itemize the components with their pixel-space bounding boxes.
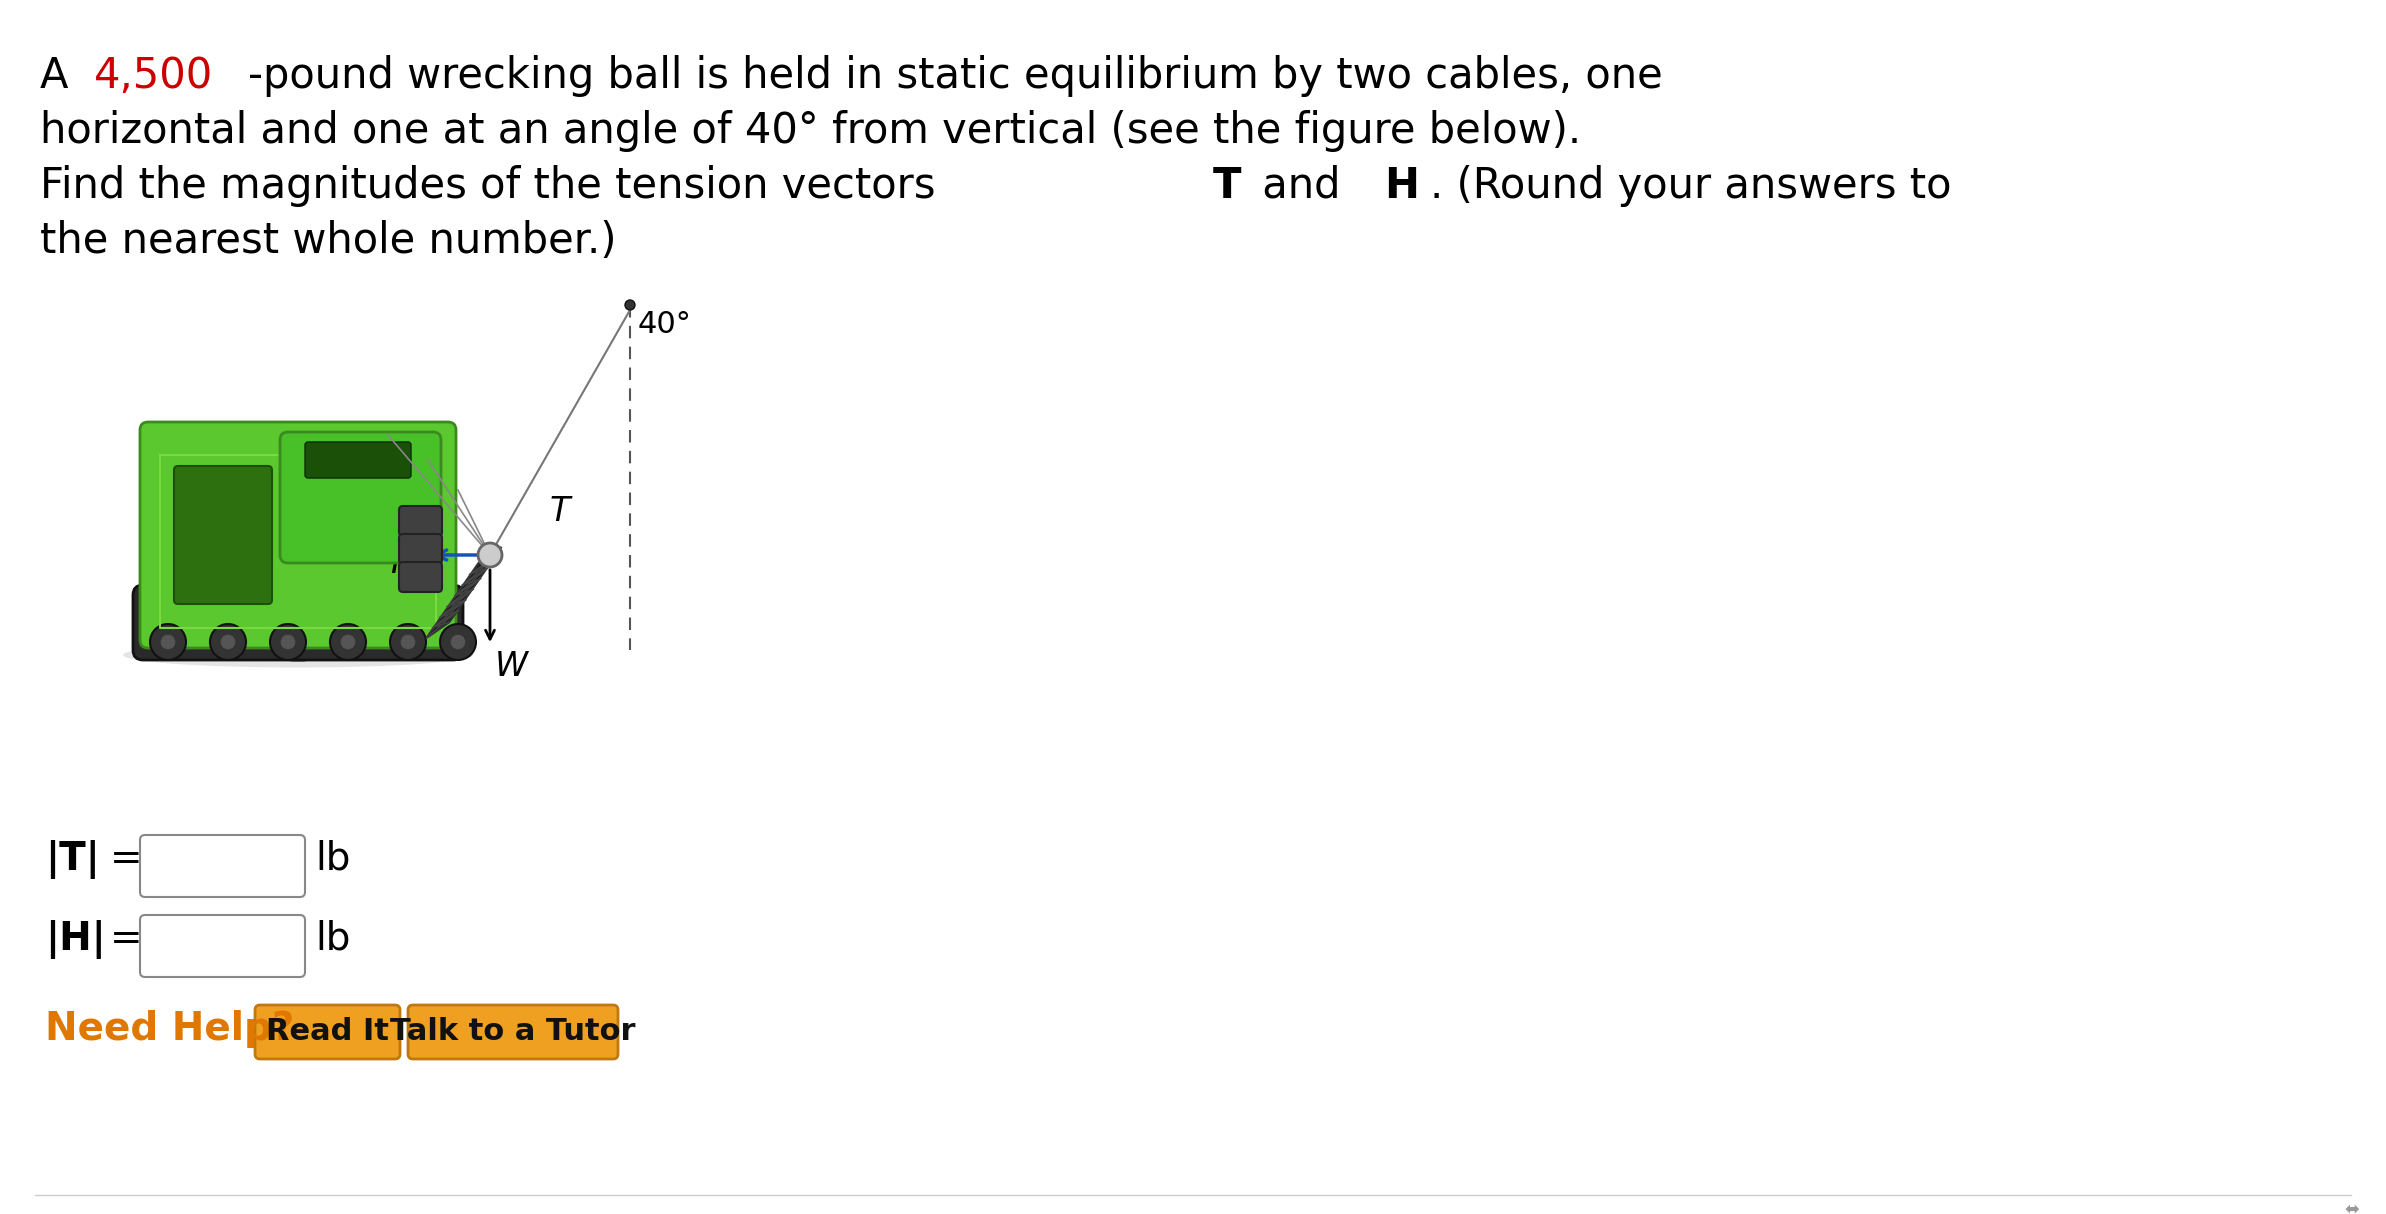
FancyBboxPatch shape xyxy=(305,442,410,478)
Text: Find the magnitudes of the tension vectors: Find the magnitudes of the tension vecto… xyxy=(41,165,950,208)
Text: lb: lb xyxy=(315,920,351,958)
FancyBboxPatch shape xyxy=(398,534,441,565)
Text: T: T xyxy=(551,495,570,528)
FancyBboxPatch shape xyxy=(279,432,441,563)
Text: T: T xyxy=(1212,165,1241,208)
Text: lb: lb xyxy=(315,840,351,878)
Ellipse shape xyxy=(124,642,472,668)
FancyBboxPatch shape xyxy=(398,506,441,537)
Circle shape xyxy=(401,634,415,649)
FancyBboxPatch shape xyxy=(174,466,272,605)
FancyBboxPatch shape xyxy=(255,1005,401,1059)
Circle shape xyxy=(477,543,501,567)
Circle shape xyxy=(160,634,177,649)
Text: Talk to a Tutor: Talk to a Tutor xyxy=(391,1017,635,1046)
FancyBboxPatch shape xyxy=(141,835,305,897)
Text: -pound wrecking ball is held in static equilibrium by two cables, one: -pound wrecking ball is held in static e… xyxy=(248,55,1663,97)
FancyBboxPatch shape xyxy=(408,1005,618,1059)
Text: 40°: 40° xyxy=(637,310,692,339)
Text: =: = xyxy=(110,840,143,878)
FancyBboxPatch shape xyxy=(398,562,441,592)
Polygon shape xyxy=(427,548,501,639)
Circle shape xyxy=(150,624,186,660)
Circle shape xyxy=(625,300,635,310)
Text: H: H xyxy=(1384,165,1420,208)
Text: . (Round your answers to: . (Round your answers to xyxy=(1429,165,1952,208)
Text: 4,500: 4,500 xyxy=(93,55,212,97)
Circle shape xyxy=(389,624,427,660)
Circle shape xyxy=(270,624,305,660)
Text: Need Help?: Need Help? xyxy=(45,1010,293,1048)
Text: A: A xyxy=(41,55,81,97)
FancyBboxPatch shape xyxy=(141,422,456,648)
Circle shape xyxy=(329,624,365,660)
Circle shape xyxy=(439,624,475,660)
Circle shape xyxy=(220,634,236,649)
Circle shape xyxy=(210,624,246,660)
Text: the nearest whole number.): the nearest whole number.) xyxy=(41,220,616,262)
Circle shape xyxy=(451,634,465,649)
Text: horizontal and one at an angle of 40° from vertical (see the figure below).: horizontal and one at an angle of 40° fr… xyxy=(41,110,1582,152)
Text: W: W xyxy=(494,649,527,683)
Text: and: and xyxy=(1250,165,1355,208)
FancyBboxPatch shape xyxy=(141,915,305,977)
Text: Read It: Read It xyxy=(265,1017,389,1046)
FancyBboxPatch shape xyxy=(134,585,313,660)
Text: ⬌: ⬌ xyxy=(2345,1199,2360,1214)
Text: H: H xyxy=(389,548,415,580)
Text: |T|: |T| xyxy=(45,840,100,879)
Text: |H|: |H| xyxy=(45,920,105,959)
Text: =: = xyxy=(110,920,143,958)
Circle shape xyxy=(339,634,356,649)
FancyBboxPatch shape xyxy=(284,585,463,660)
Circle shape xyxy=(279,634,296,649)
